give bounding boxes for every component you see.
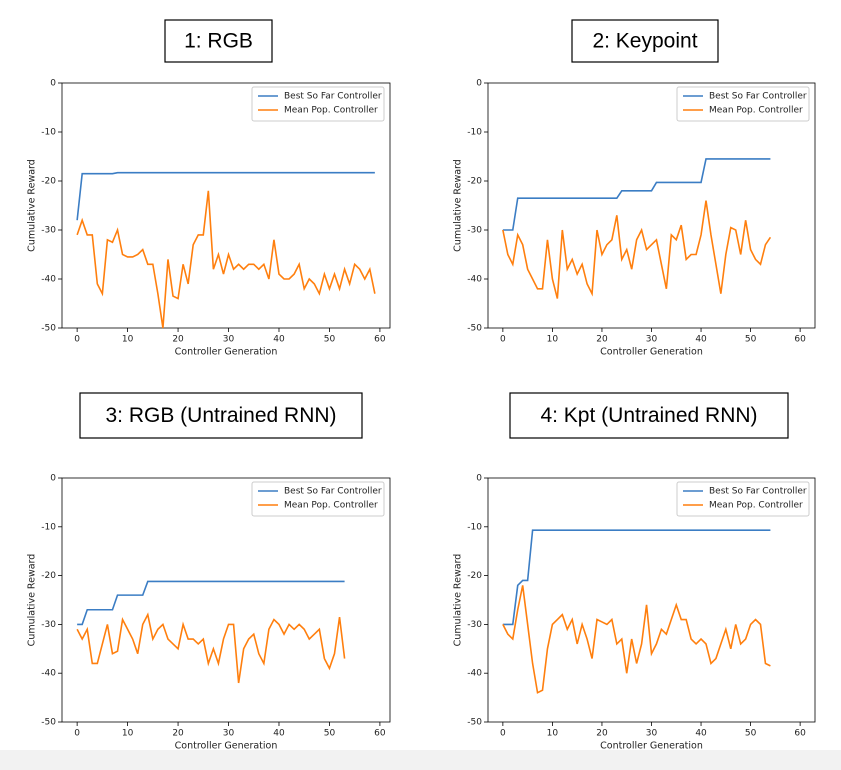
x-tick-label: 10 <box>547 335 559 345</box>
x-tick-label: 0 <box>74 729 80 739</box>
x-tick-label: 40 <box>695 729 707 739</box>
y-tick-label: -10 <box>467 522 482 532</box>
title-box <box>571 19 719 63</box>
chart-title: 2: Keypoint <box>592 30 697 53</box>
plot-frame <box>61 82 391 329</box>
y-tick-label: 0 <box>50 79 56 89</box>
y-tick-label: -10 <box>41 128 56 138</box>
y-tick-label: -30 <box>467 620 482 630</box>
x-tick-label: 30 <box>223 729 235 739</box>
y-tick-label: -20 <box>467 571 482 581</box>
y-axis-label: Cumulative Reward <box>27 554 38 647</box>
x-axis-label: Controller Generation <box>600 741 703 752</box>
y-tick-label: -20 <box>41 571 56 581</box>
title-box <box>164 19 273 63</box>
y-tick-label: -20 <box>41 177 56 187</box>
x-tick-label: 50 <box>745 729 757 739</box>
x-tick-label: 40 <box>273 729 285 739</box>
x-tick-label: 60 <box>794 729 806 739</box>
y-tick-label: -40 <box>41 669 56 679</box>
x-tick-label: 20 <box>596 729 608 739</box>
legend-box <box>676 86 810 122</box>
plot-frame <box>61 477 391 723</box>
legend-label: Mean Pop. Controller <box>709 106 803 116</box>
series-line <box>77 580 345 626</box>
series-line <box>76 171 375 221</box>
x-tick-label: 60 <box>374 729 386 739</box>
y-tick-label: -40 <box>467 669 482 679</box>
y-tick-label: 0 <box>476 474 482 484</box>
legend-label: Mean Pop. Controller <box>284 501 378 511</box>
y-axis-label: Cumulative Reward <box>27 159 38 252</box>
legend-box <box>676 481 810 517</box>
bottom-strip <box>0 750 841 770</box>
legend-label: Best So Far Controller <box>709 487 807 497</box>
legend-label: Mean Pop. Controller <box>284 106 378 116</box>
x-tick-label: 10 <box>122 335 134 345</box>
x-axis-label: Controller Generation <box>600 347 703 358</box>
chart-title: 4: Kpt (Untrained RNN) <box>540 404 757 427</box>
legend-box <box>251 86 385 122</box>
title-box <box>509 392 789 439</box>
title-box <box>79 392 363 439</box>
x-tick-label: 30 <box>646 335 658 345</box>
x-tick-label: 10 <box>122 729 134 739</box>
series-line <box>502 585 771 694</box>
x-tick-label: 0 <box>500 335 506 345</box>
x-axis-label: Controller Generation <box>175 741 278 752</box>
x-tick-label: 30 <box>646 729 658 739</box>
x-tick-label: 20 <box>596 335 608 345</box>
y-tick-label: -50 <box>467 324 482 334</box>
x-tick-label: 10 <box>547 729 559 739</box>
series-line <box>502 529 771 626</box>
y-tick-label: -40 <box>41 275 56 285</box>
series-line <box>502 158 771 231</box>
y-tick-label: 0 <box>50 474 56 484</box>
x-tick-label: 40 <box>273 335 285 345</box>
x-tick-label: 0 <box>74 335 80 345</box>
x-tick-label: 20 <box>172 335 184 345</box>
legend-label: Best So Far Controller <box>284 487 382 497</box>
y-tick-label: 0 <box>476 79 482 89</box>
y-axis-label: Cumulative Reward <box>453 159 464 252</box>
x-tick-label: 20 <box>172 729 184 739</box>
y-tick-label: -30 <box>41 226 56 236</box>
y-tick-label: -50 <box>41 324 56 334</box>
y-tick-label: -10 <box>41 522 56 532</box>
y-tick-label: -30 <box>41 620 56 630</box>
legend-label: Best So Far Controller <box>709 92 807 102</box>
legend-box <box>251 481 385 517</box>
x-tick-label: 50 <box>324 335 336 345</box>
y-tick-label: -20 <box>467 177 482 187</box>
y-tick-label: -40 <box>467 275 482 285</box>
x-tick-label: 0 <box>500 729 506 739</box>
series-line <box>76 612 346 684</box>
x-tick-label: 60 <box>374 335 386 345</box>
series-line <box>76 190 376 329</box>
legend-label: Best So Far Controller <box>284 92 382 102</box>
y-tick-label: -10 <box>467 128 482 138</box>
x-tick-label: 60 <box>794 335 806 345</box>
x-axis-label: Controller Generation <box>175 347 278 358</box>
x-tick-label: 40 <box>695 335 707 345</box>
y-tick-label: -30 <box>467 226 482 236</box>
series-line <box>502 200 772 299</box>
y-axis-label: Cumulative Reward <box>453 554 464 647</box>
x-tick-label: 50 <box>324 729 336 739</box>
y-tick-label: -50 <box>41 718 56 728</box>
x-tick-label: 30 <box>223 335 235 345</box>
y-tick-label: -50 <box>467 718 482 728</box>
chart-title: 3: RGB (Untrained RNN) <box>105 404 336 427</box>
chart-title: 1: RGB <box>184 30 253 53</box>
x-tick-label: 50 <box>745 335 757 345</box>
legend-label: Mean Pop. Controller <box>709 501 803 511</box>
